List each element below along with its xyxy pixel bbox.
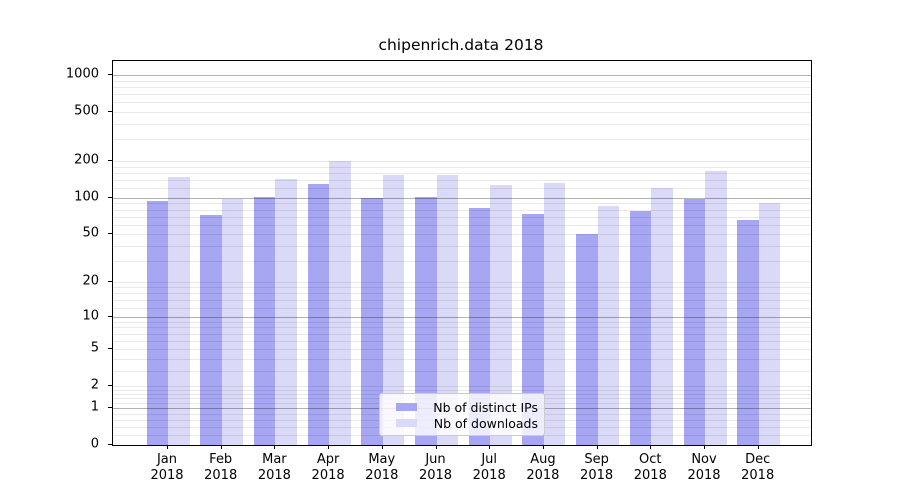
bar-downloads [221, 199, 244, 445]
y-tick-mark [108, 196, 112, 198]
bar-downloads [275, 178, 297, 445]
bar-distinct-ips [683, 199, 705, 445]
bar-distinct-ips [576, 234, 598, 445]
y-tick-label: 100 [74, 189, 99, 205]
bar-downloads [543, 183, 566, 445]
bar-distinct-ips [522, 213, 544, 445]
plot-area: Nb of distinct IPs Nb of downloads [112, 60, 812, 446]
x-tick-mark [381, 445, 383, 449]
bar-distinct-ips [307, 183, 330, 445]
legend-label-distinct-ips: Nb of distinct IPs [433, 399, 538, 415]
y-tick-mark [108, 444, 112, 445]
x-tick-label: Nov 2018 [687, 452, 721, 483]
x-tick-mark [220, 445, 222, 449]
y-tick-label: 50 [82, 225, 99, 241]
x-tick-label: Sep 2018 [580, 452, 614, 483]
y-tick-label: 10 [82, 308, 99, 324]
y-tick-mark [108, 160, 112, 161]
x-tick-mark [435, 445, 437, 449]
y-tick-mark [108, 233, 112, 235]
bar-distinct-ips [253, 196, 276, 445]
y-tick-label: 200 [74, 152, 99, 168]
x-tick-mark [704, 445, 705, 449]
legend-swatch-distinct-ips [396, 403, 417, 411]
bar-downloads [329, 161, 351, 445]
legend-item-downloads: Nb of downloads [396, 415, 538, 431]
legend: Nb of distinct IPs Nb of downloads [379, 393, 545, 436]
y-tick-mark [108, 74, 112, 76]
y-tick-mark [108, 315, 112, 317]
x-tick-mark [328, 445, 330, 449]
x-tick-label: Dec 2018 [741, 452, 775, 483]
x-tick-mark [757, 445, 759, 449]
x-tick-mark [274, 445, 276, 449]
bar-distinct-ips [468, 208, 491, 445]
y-tick-mark [108, 406, 112, 408]
legend-label-downloads: Nb of downloads [433, 415, 538, 431]
x-tick-label: Mar 2018 [257, 452, 291, 483]
x-tick-mark [596, 445, 598, 449]
x-tick-label: Jan 2018 [150, 452, 184, 483]
x-tick-label: Apr 2018 [311, 452, 345, 483]
bar-distinct-ips [146, 200, 168, 445]
bar-downloads [436, 174, 458, 445]
bar-downloads [490, 185, 512, 445]
bar-distinct-ips [629, 211, 652, 445]
bar-distinct-ips [415, 196, 437, 445]
y-tick-label: 5 [90, 340, 99, 356]
chart-title: chipenrich.data 2018 [378, 36, 544, 54]
y-tick-label: 1 [90, 399, 99, 415]
y-tick-label: 1000 [65, 66, 99, 82]
bar-distinct-ips [361, 198, 383, 445]
y-tick-label: 0 [90, 436, 99, 452]
bars-layer [113, 61, 811, 445]
bar-downloads [168, 177, 190, 445]
bar-distinct-ips [200, 215, 222, 445]
x-tick-label: Oct 2018 [633, 452, 667, 483]
y-tick-label: 500 [74, 103, 99, 119]
x-tick-mark [167, 445, 168, 449]
legend-swatch-downloads [396, 419, 417, 427]
bar-downloads [705, 171, 727, 445]
y-tick-mark [108, 348, 112, 350]
legend-item-distinct-ips: Nb of distinct IPs [396, 399, 538, 415]
x-tick-mark [542, 445, 544, 449]
x-tick-label: Feb 2018 [204, 452, 238, 483]
bar-distinct-ips [737, 219, 759, 445]
y-tick-mark [108, 280, 112, 282]
x-tick-mark [650, 445, 652, 449]
x-tick-label: May 2018 [365, 452, 399, 483]
x-tick-label: Aug 2018 [526, 452, 560, 483]
x-tick-mark [489, 445, 491, 449]
x-tick-label: Jun 2018 [418, 452, 453, 483]
y-tick-label: 2 [90, 377, 99, 393]
y-tick-label: 20 [82, 273, 99, 289]
y-tick-mark [108, 385, 112, 387]
bar-downloads [758, 203, 781, 445]
bar-downloads [382, 174, 405, 445]
x-tick-label: Jul 2018 [472, 452, 506, 483]
bar-downloads [597, 206, 620, 445]
y-tick-mark [108, 111, 112, 113]
bar-downloads [651, 188, 673, 445]
